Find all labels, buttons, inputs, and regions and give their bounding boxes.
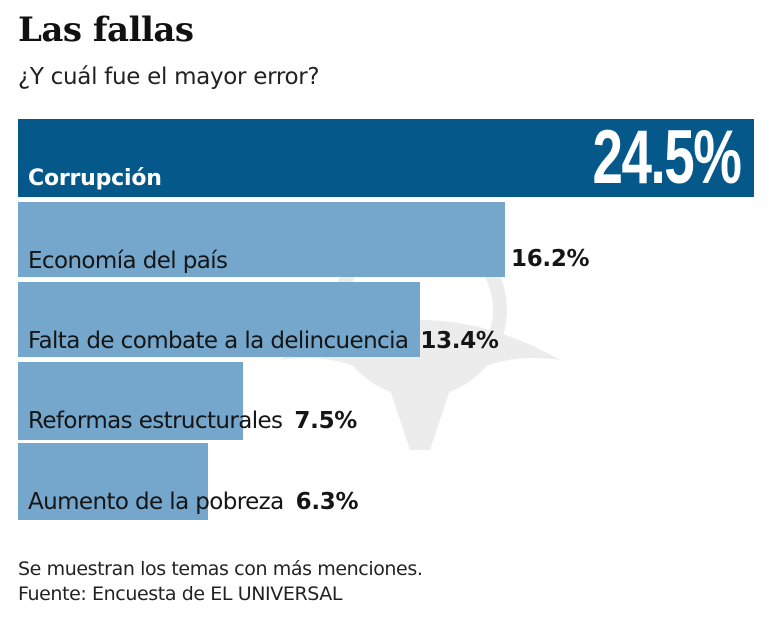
bar-reformas bbox=[18, 362, 243, 440]
bar-label-delincuencia: Falta de combate a la delincuencia 13.4% bbox=[28, 328, 499, 354]
bar-value-corrupcion: 24.5% bbox=[592, 115, 741, 200]
bar-value-pobreza: 6.3% bbox=[295, 489, 359, 515]
footnote: Se muestran los temas con más menciones. bbox=[18, 558, 423, 580]
bar-pobreza bbox=[18, 443, 208, 520]
bar-corrupcion bbox=[18, 119, 754, 197]
bar-label-corrupcion: Corrupción bbox=[28, 166, 162, 191]
bar-value-economia: 16.2% bbox=[511, 246, 590, 272]
bar-economia bbox=[18, 202, 505, 277]
bar-label-reformas: Reformas estructurales 7.5% bbox=[28, 408, 357, 434]
bar-value-delincuencia: 13.4% bbox=[420, 328, 499, 354]
bar-label-pobreza: Aumento de la pobreza 6.3% bbox=[28, 489, 359, 515]
bar-label-text: Falta de combate a la delincuencia bbox=[28, 328, 409, 354]
bar-value-reformas: 7.5% bbox=[294, 408, 358, 434]
bar-label-text: Reformas estructurales bbox=[28, 408, 283, 434]
chart-title: Las fallas bbox=[18, 10, 194, 50]
bar-label-economia: Economía del país bbox=[28, 248, 228, 274]
bar-label-text: Aumento de la pobreza bbox=[28, 489, 284, 515]
chart-subtitle: ¿Y cuál fue el mayor error? bbox=[18, 64, 320, 90]
bar-delincuencia bbox=[18, 282, 420, 357]
source-note: Fuente: Encuesta de EL UNIVERSAL bbox=[18, 583, 343, 605]
